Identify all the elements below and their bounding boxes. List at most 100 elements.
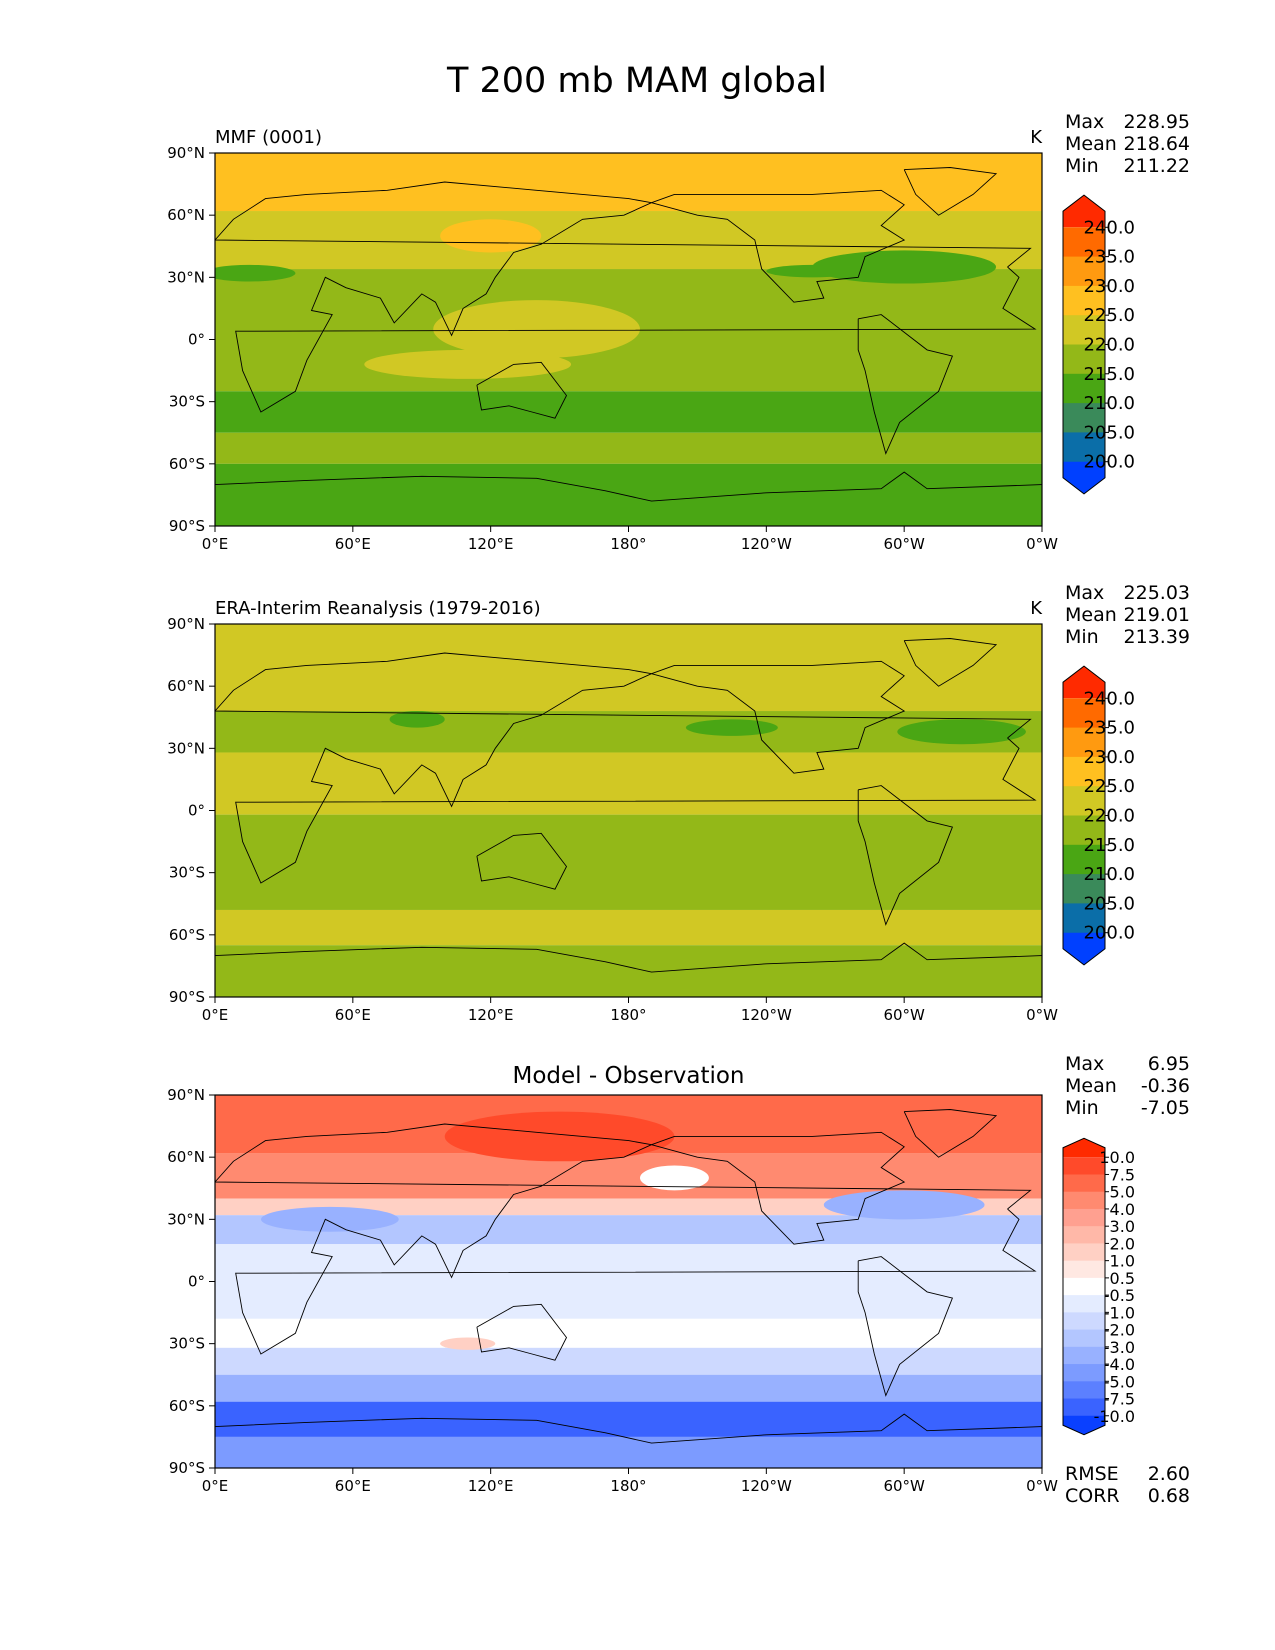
colorbar-outline xyxy=(1062,194,1106,495)
stat-value: -0.36 xyxy=(1141,1075,1190,1097)
lon-tick-label: 60°E xyxy=(335,1477,371,1495)
lat-tick-label: 60°S xyxy=(169,926,205,944)
colorbar-tick-label: 225.0 xyxy=(1083,776,1135,797)
lat-tick-label: 30°S xyxy=(169,393,205,411)
coastline xyxy=(857,1256,954,1397)
stat-label: Min xyxy=(1065,155,1099,177)
stat-label: Max xyxy=(1065,1053,1104,1075)
colorbar-tick-label: 225.0 xyxy=(1083,305,1135,326)
stat-value: 228.95 xyxy=(1124,111,1190,133)
lon-tick-label: 0°W xyxy=(1026,1477,1058,1495)
field-anomaly xyxy=(433,300,640,359)
colorbar-segment xyxy=(1063,1277,1105,1296)
colorbar-segment xyxy=(1063,227,1105,258)
field-anomaly xyxy=(389,711,445,728)
colorbar-tick-label: 235.0 xyxy=(1083,718,1135,739)
panel-obs: 90°N 60°N 30°N 0° 30°S 60°S 90°S0°E 60°E 120°E 18… xyxy=(167,582,1190,1024)
colorbar-diff: 10.07.55.04.03.02.01.00.5-0.5-1.0-2.0-3.… xyxy=(1062,1137,1135,1436)
colorbar-tick-label: 2.0 xyxy=(1110,1234,1135,1253)
colorbar-tick-label: 3.0 xyxy=(1110,1217,1135,1236)
colorbar-tick-label: 210.0 xyxy=(1083,393,1135,414)
coastline xyxy=(857,314,954,455)
field-band xyxy=(215,153,1042,212)
stat-value: 213.39 xyxy=(1124,626,1190,648)
coastline xyxy=(215,652,1037,884)
coastline xyxy=(651,660,906,774)
colorbar-tick-label: 230.0 xyxy=(1083,747,1135,768)
colorbar-segment xyxy=(1063,756,1105,787)
colorbar-tick-label: 240.0 xyxy=(1083,688,1135,709)
field-anomaly xyxy=(639,1165,709,1191)
lat-tick-label: 0° xyxy=(188,802,205,820)
colorbar-segment xyxy=(1063,315,1105,345)
colorbar-tick-label: 230.0 xyxy=(1083,276,1135,297)
lon-tick-label: 0°E xyxy=(202,1477,229,1495)
coastline xyxy=(476,1303,568,1361)
colorbar-tick-label: -1.0 xyxy=(1104,1303,1135,1322)
colorbar-segment xyxy=(1063,1346,1105,1365)
colorbar-tick-label: 4.0 xyxy=(1110,1200,1135,1219)
lon-tick-label: 120°E xyxy=(468,535,514,553)
colorbar-tick-label: 200.0 xyxy=(1083,923,1135,944)
field-anomaly xyxy=(444,1111,675,1162)
colorbar-tick-label: 1.0 xyxy=(1110,1252,1135,1271)
coastline xyxy=(857,785,954,926)
colorbar-segment xyxy=(1063,285,1105,316)
lon-tick-label: 180° xyxy=(610,1006,646,1024)
colorbar-segment xyxy=(1063,1174,1105,1193)
field-anomaly xyxy=(823,1190,985,1220)
field-anomaly xyxy=(938,924,1042,946)
lat-tick-label: 60°N xyxy=(167,1148,205,1166)
field-band xyxy=(215,463,1042,526)
panel-diff: 90°N 60°N 30°N 0° 30°S 60°S 90°S0°E 60°E 120°E 18… xyxy=(167,1053,1190,1507)
map-field-obs xyxy=(215,624,1042,997)
colorbar-tick-label: -0.5 xyxy=(1104,1286,1135,1305)
field-anomaly xyxy=(440,1337,496,1350)
panel-units: K xyxy=(1030,127,1043,148)
field-band xyxy=(215,1244,1042,1319)
field-anomaly xyxy=(685,719,778,736)
colorbar-segment xyxy=(1063,815,1105,846)
lat-tick-label: 30°N xyxy=(167,268,205,286)
colorbar-segment xyxy=(1063,1364,1105,1382)
colorbar-segment xyxy=(1063,1381,1105,1400)
colorbar-segment xyxy=(1063,727,1105,758)
stat-value: -7.05 xyxy=(1141,1097,1190,1119)
lon-tick-label: 120°E xyxy=(468,1006,514,1024)
lon-tick-label: 180° xyxy=(610,1477,646,1495)
lat-tick-label: 30°S xyxy=(169,864,205,882)
lon-tick-label: 60°W xyxy=(883,1477,925,1495)
colorbar-segment xyxy=(1063,1243,1105,1262)
panel-units: K xyxy=(1030,598,1043,619)
coastline xyxy=(476,832,568,890)
colorbar-tick-label: 215.0 xyxy=(1083,364,1135,385)
lon-tick-label: 0°E xyxy=(202,535,229,553)
colorbar-segment xyxy=(1063,1260,1105,1279)
colorbar-tick-label: 220.0 xyxy=(1083,335,1135,356)
lon-tick-label: 120°E xyxy=(468,1477,514,1495)
colorbar-segment xyxy=(1063,373,1105,404)
stat-label: RMSE xyxy=(1065,1463,1119,1485)
coastline xyxy=(476,361,568,419)
colorbar-tick-label: 0.5 xyxy=(1110,1269,1135,1288)
colorbar-segment xyxy=(1063,1157,1105,1175)
coastline xyxy=(215,181,1037,413)
lat-tick-label: 30°N xyxy=(167,739,205,757)
field-band xyxy=(215,945,1042,997)
field-band xyxy=(215,1347,1042,1375)
field-band xyxy=(215,752,1042,815)
field-band xyxy=(215,1318,1042,1348)
lon-tick-label: 60°W xyxy=(883,1006,925,1024)
panel-left-label: MMF (0001) xyxy=(215,127,322,148)
coastline xyxy=(215,1413,1042,1444)
colorbar-segment xyxy=(1063,1398,1105,1417)
stat-value: 225.03 xyxy=(1124,582,1190,604)
colorbar-segment xyxy=(1063,1226,1105,1244)
lat-tick-label: 60°N xyxy=(167,677,205,695)
lon-tick-label: 60°E xyxy=(335,535,371,553)
colorbar-tick-label: 235.0 xyxy=(1083,247,1135,268)
colorbar-tick-label: -5.0 xyxy=(1104,1372,1135,1391)
colorbar-segment xyxy=(1063,256,1105,287)
colorbar-tick-label: -4.0 xyxy=(1104,1355,1135,1374)
coastline xyxy=(651,189,906,303)
